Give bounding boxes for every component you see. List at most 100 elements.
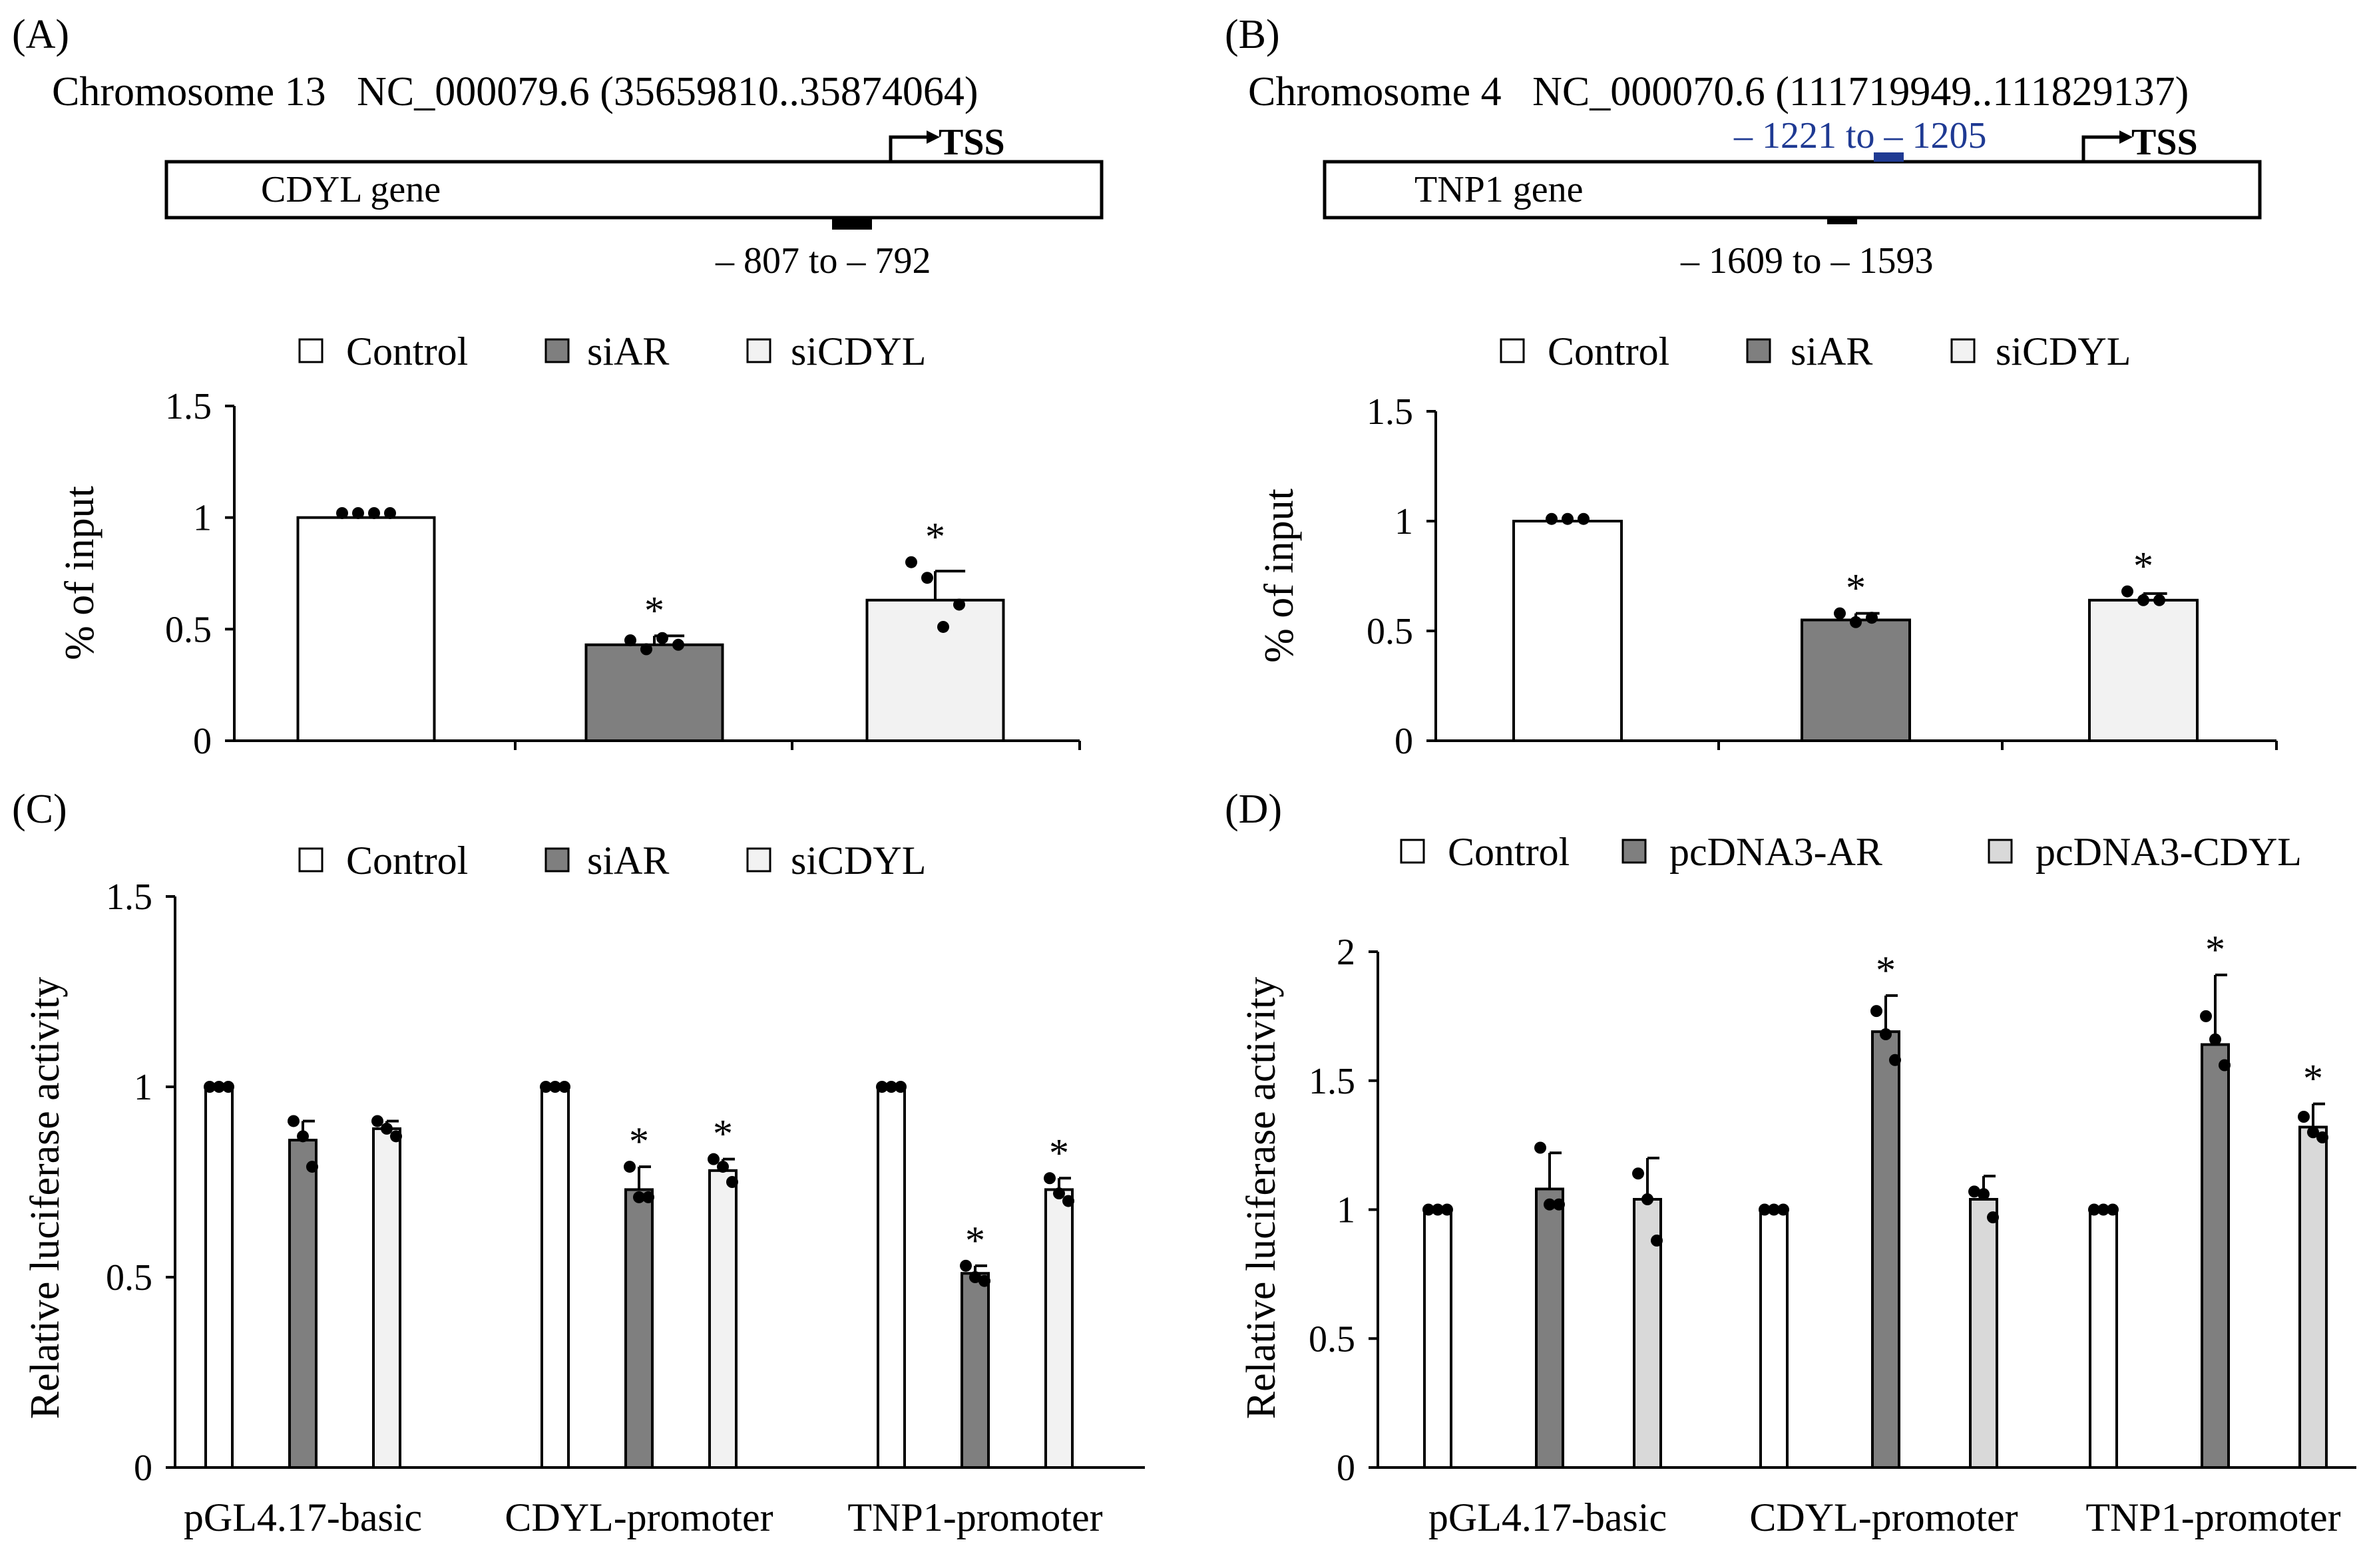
bar-c bbox=[540, 1085, 570, 1469]
data-point-c bbox=[288, 1115, 300, 1127]
legend-swatch-a bbox=[746, 338, 771, 363]
bar-d bbox=[2201, 1043, 2230, 1469]
panel-b-gene-box bbox=[1323, 160, 2262, 220]
panel-b-label: (B) bbox=[1225, 12, 1280, 57]
data-point-c bbox=[390, 1130, 402, 1143]
bar-a bbox=[584, 643, 724, 742]
data-point-c bbox=[1044, 1172, 1056, 1185]
data-point-d bbox=[1651, 1235, 1663, 1247]
legend-entry-d: pcDNA3-CDYL bbox=[2036, 830, 2302, 874]
legend-entry-a: Control bbox=[346, 329, 468, 373]
significance-star-c: * bbox=[629, 1119, 649, 1163]
legend-entry-a: siCDYL bbox=[791, 329, 926, 373]
panel-b-tss-arrowhead bbox=[2119, 130, 2133, 144]
data-point-d bbox=[1432, 1203, 1444, 1216]
data-point-b bbox=[2153, 594, 2165, 606]
bar-d bbox=[1535, 1187, 1564, 1469]
data-point-c bbox=[717, 1161, 729, 1173]
data-point-b bbox=[2121, 585, 2133, 598]
data-point-d bbox=[1441, 1203, 1453, 1216]
category-label-c: TNP1-promoter bbox=[847, 1495, 1102, 1539]
panel-c-label: (C) bbox=[12, 787, 67, 832]
data-point-c bbox=[726, 1176, 738, 1188]
y-tick-label-a: 1 bbox=[193, 498, 212, 539]
data-point-a bbox=[352, 506, 364, 519]
data-point-a bbox=[937, 620, 949, 633]
panel-b-chromosome: Chromosome 4 NC_000070.6 (111719949..111… bbox=[1248, 69, 2189, 114]
legend-swatch-b bbox=[1950, 338, 1976, 363]
data-point-d bbox=[2088, 1203, 2100, 1216]
bar-b bbox=[2088, 598, 2199, 742]
data-point-d bbox=[1968, 1185, 1980, 1198]
data-point-c bbox=[895, 1081, 907, 1093]
bar-c bbox=[961, 1272, 990, 1470]
chart-d: 0 0.5 1 1.5 2 Relative luciferase activity Con… bbox=[1239, 830, 2356, 1539]
data-point-c bbox=[1053, 1187, 1065, 1200]
significance-star-d: * bbox=[1876, 948, 1896, 992]
data-point-d bbox=[1880, 1028, 1892, 1040]
legend-swatch-c bbox=[544, 847, 570, 873]
data-point-b bbox=[1578, 512, 1590, 525]
bar-d bbox=[2089, 1208, 2118, 1469]
significance-star-c: * bbox=[1049, 1131, 1069, 1175]
y-axis-label-c: Relative luciferase activity bbox=[23, 977, 68, 1419]
legend-swatch-b bbox=[1500, 338, 1525, 363]
y-tick-label-d: 1 bbox=[1337, 1190, 1355, 1231]
bar-b bbox=[1801, 618, 1911, 742]
panel-a-gene-label: CDYL gene bbox=[261, 169, 441, 210]
data-point-c bbox=[960, 1259, 972, 1272]
data-point-a bbox=[368, 506, 380, 519]
data-point-a bbox=[384, 506, 396, 519]
data-point-a bbox=[624, 634, 636, 647]
y-tick-label-b: 0 bbox=[1395, 721, 1413, 762]
data-point-d bbox=[2200, 1010, 2212, 1022]
bar-d bbox=[1871, 1030, 1900, 1469]
bar-a bbox=[296, 516, 436, 743]
data-point-d bbox=[1544, 1198, 1556, 1211]
data-point-b bbox=[1546, 512, 1558, 525]
bar-d bbox=[1969, 1198, 1998, 1469]
data-point-c bbox=[204, 1081, 216, 1093]
panel-b-region-upper-label: – 1221 to – 1205 bbox=[1733, 115, 1987, 156]
y-tick-label-d: 2 bbox=[1337, 932, 1355, 973]
significance-star-c: * bbox=[713, 1112, 733, 1156]
panel-a-tss-arrow bbox=[889, 135, 927, 162]
legend-swatch-b bbox=[1746, 338, 1771, 363]
legend-entry-d: Control bbox=[1448, 830, 1570, 874]
y-tick-label-c: 1 bbox=[134, 1067, 152, 1108]
panel-a-chromosome: Chromosome 13 NC_000079.6 (35659810..358… bbox=[52, 69, 978, 114]
y-tick-label-b: 1.5 bbox=[1367, 391, 1413, 433]
data-point-d bbox=[1632, 1167, 1644, 1180]
legend-entry-d: pcDNA3-AR bbox=[1669, 830, 1882, 874]
category-label-c: CDYL-promoter bbox=[505, 1495, 773, 1539]
y-tick-label-a: 1.5 bbox=[165, 386, 212, 427]
data-point-d bbox=[2219, 1059, 2231, 1072]
data-point-d bbox=[1534, 1141, 1546, 1154]
data-point-c bbox=[558, 1081, 570, 1093]
bar-c bbox=[624, 1188, 654, 1469]
legend-swatch-d bbox=[1621, 839, 1647, 864]
significance-star-d: * bbox=[2205, 928, 2225, 972]
panel-a-tss-arrowhead bbox=[927, 130, 940, 144]
category-label-d: pGL4.17-basic bbox=[1428, 1495, 1667, 1539]
legend-swatch-a bbox=[298, 338, 323, 363]
y-tick-label-b: 1 bbox=[1395, 501, 1413, 542]
data-point-c bbox=[642, 1191, 654, 1203]
data-point-d bbox=[1759, 1203, 1771, 1216]
panel-a-binding-site bbox=[832, 218, 872, 230]
data-point-d bbox=[2209, 1033, 2221, 1046]
significance-star-c: * bbox=[965, 1219, 985, 1263]
legend-entry-b: siCDYL bbox=[1996, 329, 2131, 373]
data-point-d bbox=[1889, 1054, 1901, 1066]
data-point-c bbox=[381, 1122, 393, 1135]
data-point-c bbox=[297, 1130, 309, 1143]
panel-b-binding-site-upper bbox=[1874, 152, 1904, 162]
chart-b: 0 0.5 1 1.5 % of input Control siAR siCDYL * * bbox=[1257, 329, 2278, 762]
panel-d-label: (D) bbox=[1225, 787, 1282, 832]
y-tick-label-c: 0.5 bbox=[106, 1257, 152, 1298]
legend-entry-a: siAR bbox=[587, 329, 669, 373]
data-point-d bbox=[1641, 1193, 1653, 1205]
data-point-a bbox=[905, 556, 917, 568]
data-point-d bbox=[2107, 1203, 2119, 1216]
data-point-c bbox=[624, 1161, 636, 1173]
